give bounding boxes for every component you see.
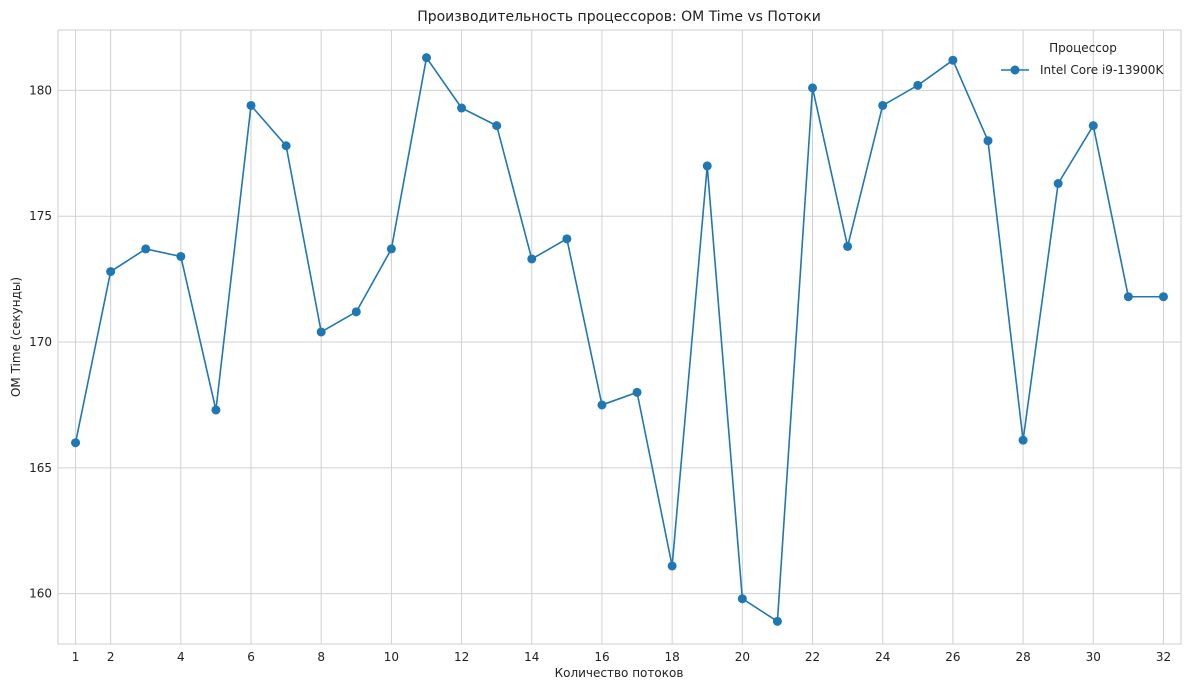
data-point: [1088, 121, 1098, 131]
x-tick-label: 30: [1086, 650, 1101, 664]
y-tick-label: 180: [29, 83, 52, 97]
data-point: [562, 234, 572, 244]
grid: [58, 30, 1181, 644]
x-axis-label: Количество потоков: [555, 666, 684, 680]
y-tick-label: 170: [29, 335, 52, 349]
data-point: [632, 387, 642, 397]
data-point: [737, 594, 747, 604]
data-point: [71, 438, 81, 448]
x-tick-label: 22: [805, 650, 820, 664]
data-point: [421, 53, 431, 63]
data-point: [176, 251, 186, 261]
x-tick-label: 2: [107, 650, 115, 664]
series-line: [74, 56, 1164, 623]
data-point: [211, 405, 221, 415]
x-tick-label: 26: [945, 650, 960, 664]
y-tick-label: 165: [29, 461, 52, 475]
legend-point-marker: [1010, 65, 1020, 75]
data-point: [1158, 292, 1168, 302]
x-tick-label: 32: [1156, 650, 1171, 664]
x-tick-label: 6: [247, 650, 255, 664]
x-tick-label: 12: [454, 650, 469, 664]
data-point: [597, 400, 607, 410]
y-tick-label: 175: [29, 209, 52, 223]
x-tick-label: 10: [384, 650, 399, 664]
data-point: [843, 241, 853, 251]
x-tick-label: 24: [875, 650, 890, 664]
data-point: [983, 136, 993, 146]
data-point: [1053, 179, 1063, 188]
x-tick-label: 16: [594, 650, 609, 664]
x-tick-label: 4: [177, 650, 185, 664]
chart-title: Производительность процессоров: OM Time …: [417, 9, 821, 25]
data-point: [1123, 292, 1133, 302]
x-tick-label: 18: [665, 650, 680, 664]
data-point: [141, 244, 151, 254]
y-axis-label: OM Time (секунды): [9, 277, 23, 397]
legend-series-label: Intel Core i9-13900K: [1040, 63, 1164, 77]
x-tick-label: 1: [72, 650, 80, 664]
y-tick-label: 160: [29, 587, 52, 601]
y-axis-ticks: 160 165 170 175 180: [29, 83, 52, 600]
data-point: [246, 100, 256, 110]
data-point: [386, 244, 396, 254]
data-point: [878, 100, 888, 110]
data-point: [492, 121, 502, 131]
x-axis-ticks: 1 2 4 6 8 10 12 14 16 18 20 22 24 26 28 30 32: [72, 650, 1171, 664]
data-point: [457, 103, 467, 113]
legend-title: Процессор: [1049, 41, 1117, 55]
x-tick-label: 8: [317, 650, 325, 664]
series-group: [71, 53, 1168, 626]
data-point: [667, 561, 677, 571]
data-point: [1018, 435, 1028, 445]
data-point: [106, 267, 116, 277]
legend: Процессор Intel Core i9-13900K: [1001, 41, 1164, 77]
data-point: [527, 254, 537, 264]
plot-area: [57, 29, 1182, 645]
x-tick-label: 20: [735, 650, 750, 664]
x-tick-label: 14: [524, 650, 539, 664]
data-point: [316, 327, 326, 337]
data-point: [913, 80, 923, 90]
data-point: [702, 161, 712, 171]
data-point: [772, 616, 782, 626]
data-point: [808, 83, 818, 93]
x-tick-label: 28: [1015, 650, 1030, 664]
data-point: [948, 55, 958, 65]
data-point: [281, 141, 291, 151]
data-point: [351, 307, 361, 317]
